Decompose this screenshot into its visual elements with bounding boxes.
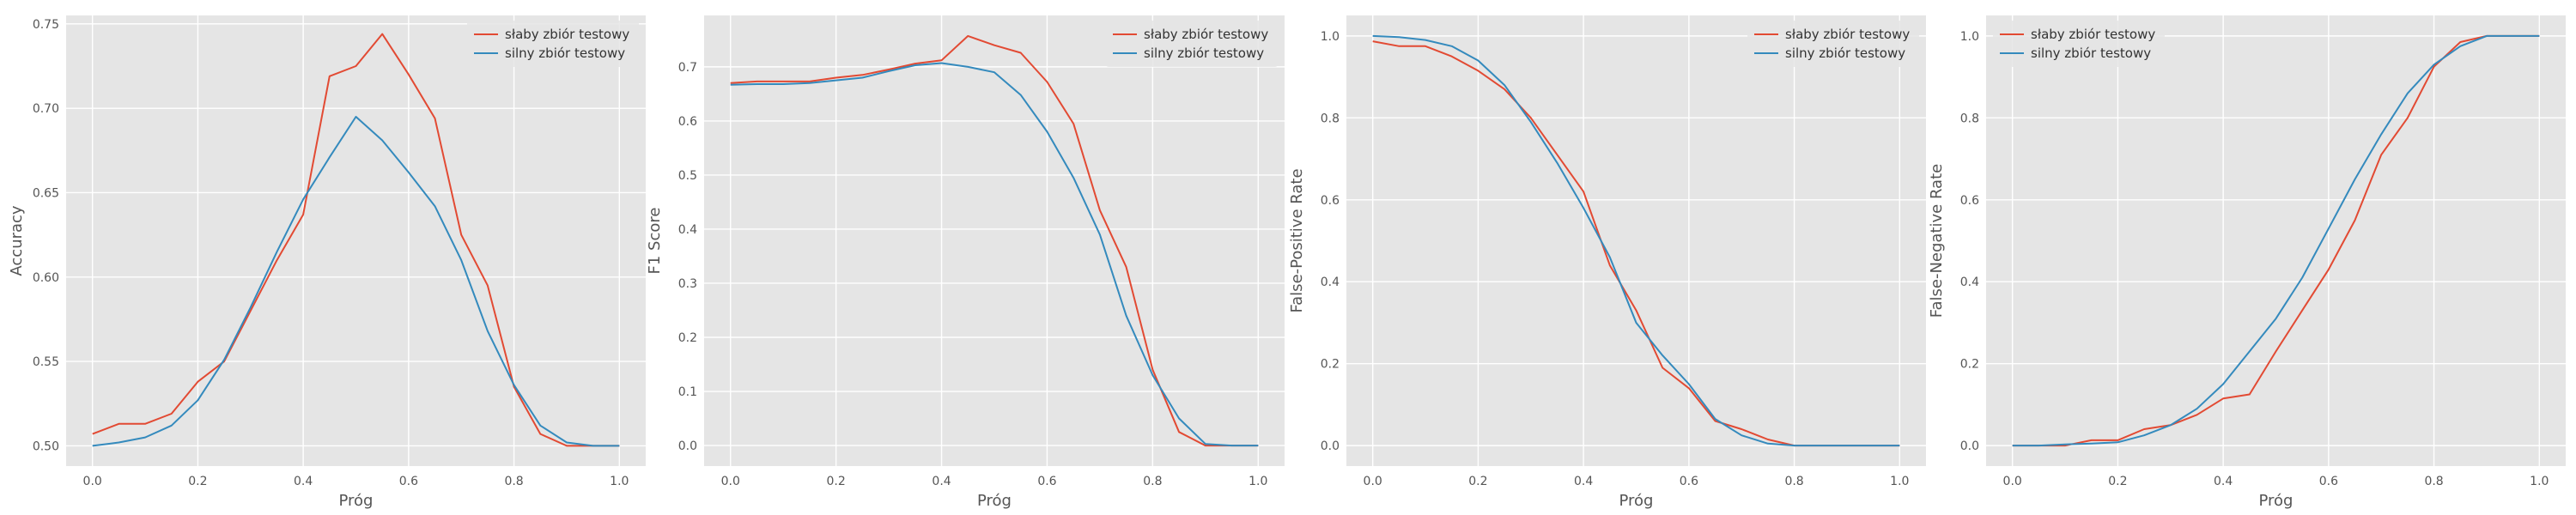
y-tick-label: 0.4 <box>1960 276 1979 289</box>
x-tick-label: 0.8 <box>2424 475 2443 488</box>
x-tick-label: 0.0 <box>1364 475 1382 488</box>
y-tick-label: 0.6 <box>1960 194 1979 208</box>
y-tick-label: 0.5 <box>678 169 697 183</box>
x-tick-label: 0.6 <box>399 475 418 488</box>
series-line-1 <box>730 34 1259 447</box>
x-tick-label: 0.8 <box>1143 475 1162 488</box>
legend: słaby zbiór testowy silny zbiór testowy <box>1747 21 1919 67</box>
y-tick-label: 0.70 <box>33 102 59 116</box>
series-line-2 <box>2012 34 2540 447</box>
x-axis-label: Próg <box>977 492 1012 510</box>
legend-label: silny zbiór testowy <box>2031 45 2151 61</box>
y-axis-label: F1 Score <box>646 208 664 275</box>
legend-box <box>1993 21 2165 67</box>
y-axis-label: False-Positive Rate <box>1288 168 1306 312</box>
chart-panel-2: 0.0 0.2 0.4 0.6 0.8 1.0 0.0 0.1 0.2 0.3 0.4 0.5 0.6 0… <box>646 15 1285 510</box>
y-tick-label: 0.75 <box>33 18 59 32</box>
y-tick-label: 0.7 <box>678 61 697 75</box>
x-tick-label: 0.0 <box>721 475 740 488</box>
plot-area <box>1346 15 1926 466</box>
y-tick-label: 0.0 <box>1960 439 1979 453</box>
legend-box <box>467 21 639 67</box>
x-tick-label: 0.2 <box>827 475 846 488</box>
y-axis-label: Accuracy <box>8 205 26 276</box>
y-tick-label: 0.1 <box>678 385 697 399</box>
series-line-2 <box>730 62 1259 447</box>
series-line-2 <box>1372 34 1900 447</box>
plot-area <box>66 15 646 466</box>
legend: słaby zbiór testowy silny zbiór testowy <box>467 21 639 67</box>
legend-box <box>1106 21 1278 67</box>
x-axis-label: Próg <box>339 492 374 510</box>
y-tick-label: 0.3 <box>678 277 697 291</box>
chart-panel-1: 0.0 0.2 0.4 0.6 0.8 1.0 0.50 0.55 0.60 0.65 0.70 0.… <box>8 15 646 510</box>
x-tick-label: 0.0 <box>2003 475 2022 488</box>
y-tick-label: 0.2 <box>678 331 697 345</box>
y-tick-label: 0.6 <box>1321 194 1340 208</box>
y-tick-label: 0.4 <box>678 223 697 237</box>
x-tick-label: 0.8 <box>1784 475 1803 488</box>
x-tick-label: 0.4 <box>294 475 313 488</box>
y-tick-label: 0.6 <box>678 115 697 129</box>
x-tick-label: 0.4 <box>2214 475 2233 488</box>
x-tick-label: 0.6 <box>1680 475 1698 488</box>
y-tick-label: 0.50 <box>33 439 59 453</box>
x-tick-label: 1.0 <box>1890 475 1909 488</box>
x-tick-label: 1.0 <box>2530 475 2549 488</box>
legend-label: silny zbiór testowy <box>1144 45 1264 61</box>
legend-box <box>1747 21 1919 67</box>
y-tick-label: 1.0 <box>1321 30 1340 44</box>
legend-label: silny zbiór testowy <box>505 45 625 61</box>
chart-panel-3: 0.0 0.2 0.4 0.6 0.8 1.0 0.0 0.2 0.4 0.6 0.8 1.0 Próg… <box>1288 15 1926 510</box>
y-tick-label: 0.0 <box>678 439 697 453</box>
x-axis-label: Próg <box>2259 492 2293 510</box>
y-tick-label: 0.55 <box>33 355 59 369</box>
x-tick-label: 0.8 <box>504 475 523 488</box>
y-tick-label: 0.0 <box>1321 439 1340 453</box>
x-tick-label: 1.0 <box>1249 475 1267 488</box>
legend: słaby zbiór testowy silny zbiór testowy <box>1106 21 1278 67</box>
y-tick-label: 0.8 <box>1960 112 1979 125</box>
chart-panel-4: 0.0 0.2 0.4 0.6 0.8 1.0 0.0 0.2 0.4 0.6 0.8 1.0 Próg… <box>1928 15 2566 510</box>
x-tick-label: 0.0 <box>83 475 102 488</box>
y-tick-label: 1.0 <box>1960 30 1979 44</box>
x-tick-label: 0.6 <box>2319 475 2338 488</box>
y-tick-label: 0.2 <box>1321 358 1340 372</box>
x-tick-label: 0.2 <box>1468 475 1487 488</box>
x-tick-label: 0.2 <box>2108 475 2127 488</box>
series-line-2 <box>92 116 620 447</box>
x-tick-label: 1.0 <box>610 475 629 488</box>
x-axis-label: Próg <box>1619 492 1654 510</box>
y-axis-label: False-Negative Rate <box>1928 164 1946 318</box>
y-tick-label: 0.8 <box>1321 112 1340 125</box>
series-line-1 <box>92 33 620 447</box>
y-tick-label: 0.2 <box>1960 358 1979 372</box>
x-tick-label: 0.2 <box>188 475 207 488</box>
series-line-1 <box>2012 34 2540 447</box>
legend-label: silny zbiór testowy <box>1785 45 1905 61</box>
legend-label: słaby zbiór testowy <box>1144 27 1268 42</box>
y-tick-label: 0.4 <box>1321 276 1340 289</box>
legend-label: słaby zbiór testowy <box>505 27 629 42</box>
plot-area <box>1986 15 2566 466</box>
x-tick-label: 0.4 <box>932 475 951 488</box>
legend-label: słaby zbiór testowy <box>1785 27 1910 42</box>
x-tick-label: 0.4 <box>1574 475 1593 488</box>
x-tick-label: 0.6 <box>1037 475 1056 488</box>
y-tick-label: 0.60 <box>33 271 59 285</box>
legend: słaby zbiór testowy silny zbiór testowy <box>1993 21 2165 67</box>
y-tick-label: 0.65 <box>33 186 59 200</box>
legend-label: słaby zbiór testowy <box>2031 27 2155 42</box>
